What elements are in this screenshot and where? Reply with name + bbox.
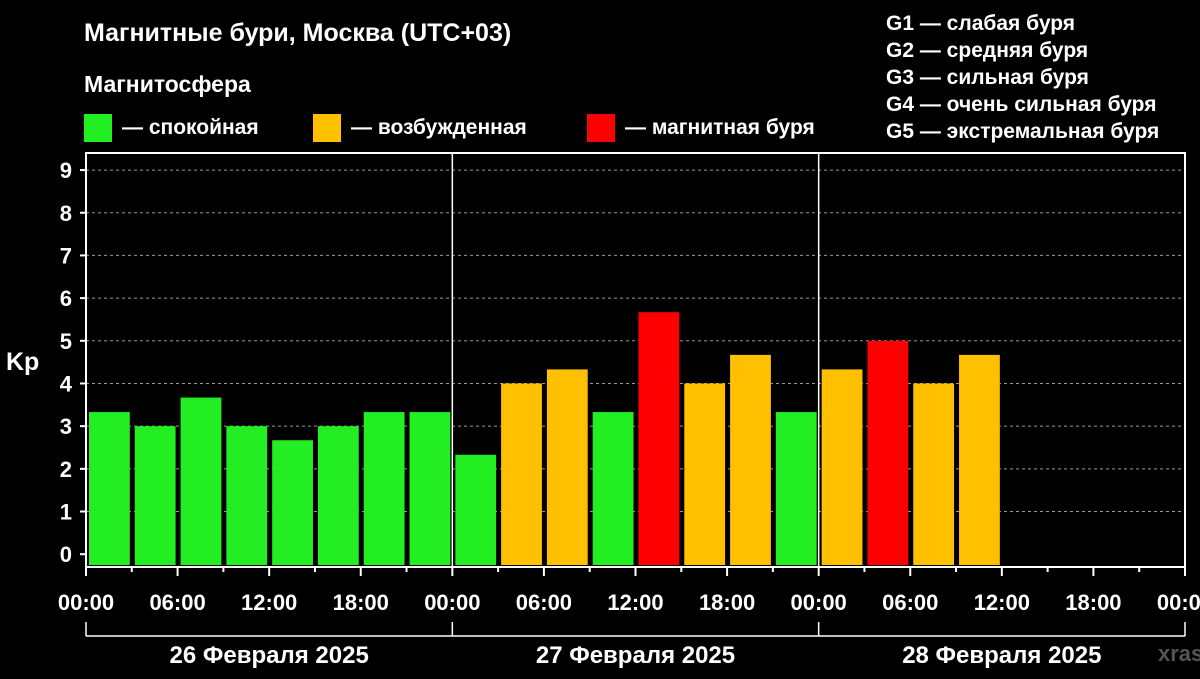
x-tick-label-6: 12:00 <box>607 590 663 615</box>
x-tick-label-1: 06:00 <box>149 590 205 615</box>
bar-18 <box>913 383 955 565</box>
y-tick-label-2: 2 <box>60 457 72 482</box>
bar-13 <box>684 383 726 565</box>
day-label-0: 26 Февраля 2025 <box>170 642 369 669</box>
y-tick-label-9: 9 <box>60 158 72 183</box>
legend-item-calm: — спокойная <box>84 113 259 143</box>
x-tick-label-5: 06:00 <box>516 590 572 615</box>
y-axis-label: Kp <box>6 348 40 376</box>
y-tick-label-4: 4 <box>60 371 73 396</box>
bar-3 <box>226 426 268 565</box>
bar-6 <box>363 412 405 565</box>
bar-17 <box>867 340 909 565</box>
legend-swatch-calm <box>84 114 112 142</box>
storm-level-g3: G3 — сильная буря <box>886 66 1089 89</box>
legend-label-storm: — магнитная буря <box>625 116 815 139</box>
bar-16 <box>821 369 863 565</box>
bar-19 <box>959 354 1000 565</box>
legend-label-excited: — возбужденная <box>351 116 527 139</box>
storm-level-g2: G2 — средняя буря <box>886 39 1089 62</box>
bar-0 <box>89 412 130 565</box>
legend-item-excited: — возбужденная <box>313 113 527 143</box>
bar-1 <box>134 426 176 565</box>
legend-swatch-excited <box>313 114 341 142</box>
legend-label-calm: — спокойная <box>122 116 259 139</box>
bar-11 <box>592 412 634 565</box>
storm-level-g5: G5 — экстремальная буря <box>886 120 1160 143</box>
bar-5 <box>317 426 359 565</box>
x-tick-label-10: 12:00 <box>974 590 1030 615</box>
x-tick-label-0: 00:00 <box>58 590 114 615</box>
legend-swatch-storm <box>587 114 615 142</box>
storm-level-legend: G1 — слабая буря G2 — средняя буря G3 — … <box>886 10 1159 145</box>
legend-item-storm: — магнитная буря <box>587 113 815 143</box>
x-tick-label-7: 18:00 <box>699 590 755 615</box>
y-tick-label-0: 0 <box>60 542 72 567</box>
chart-title: Магнитные бури, Москва (UTC+03) <box>84 19 512 47</box>
bar-2 <box>180 397 222 565</box>
y-tick-label-1: 1 <box>60 500 72 525</box>
bar-15 <box>775 412 817 565</box>
x-tick-label-3: 18:00 <box>333 590 389 615</box>
x-tick-label-9: 06:00 <box>882 590 938 615</box>
x-tick-label-4: 00:00 <box>424 590 480 615</box>
x-tick-label-2: 12:00 <box>241 590 297 615</box>
magnetosphere-title: Магнитосфера <box>84 71 251 97</box>
storm-level-g4: G4 — очень сильная буря <box>886 93 1157 116</box>
bar-12 <box>638 312 680 565</box>
y-tick-label-5: 5 <box>60 329 72 354</box>
bar-14 <box>730 354 771 565</box>
y-tick-label-3: 3 <box>60 414 72 439</box>
day-label-2: 28 Февраля 2025 <box>902 642 1101 669</box>
y-tick-label-6: 6 <box>60 286 72 311</box>
x-tick-label-12: 00:00 <box>1157 590 1200 615</box>
bar-9 <box>501 383 542 565</box>
y-tick-label-7: 7 <box>60 243 72 268</box>
bar-7 <box>409 412 451 565</box>
day-label-1: 27 Февраля 2025 <box>536 642 735 669</box>
watermark: xras <box>1158 641 1200 666</box>
bar-4 <box>272 440 313 565</box>
bar-8 <box>455 454 497 565</box>
x-tick-label-11: 18:00 <box>1065 590 1121 615</box>
x-tick-label-8: 00:00 <box>791 590 847 615</box>
bar-10 <box>546 369 588 565</box>
y-tick-label-8: 8 <box>60 201 72 226</box>
storm-level-g1: G1 — слабая буря <box>886 12 1076 35</box>
